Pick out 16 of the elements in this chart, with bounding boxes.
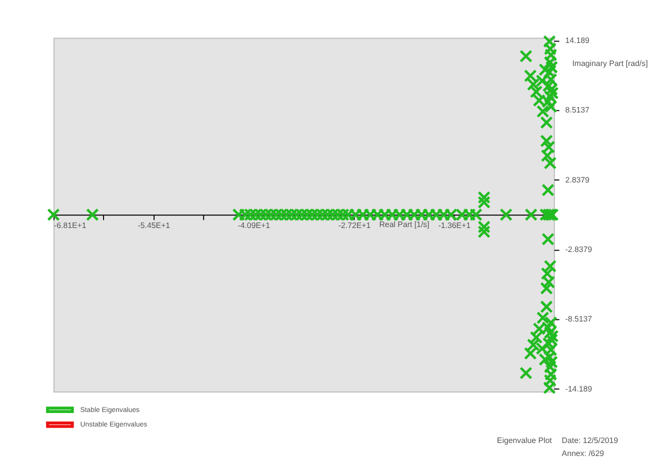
x-tick-label: -1.36E+1 xyxy=(438,221,472,230)
y-tick-label: -8.5137 xyxy=(565,314,592,324)
text: Eigenvalue Plot xyxy=(496,436,553,446)
y-tick-label: -14.189 xyxy=(565,384,593,394)
y-axis-title: Imaginary Part [rad/s] xyxy=(572,59,648,68)
text: Date: 12/5/2019 xyxy=(562,436,619,446)
x-tick-label: -4.09E+1 xyxy=(238,221,271,230)
x-tick-label: -5.45E+1 xyxy=(138,221,171,230)
x-axis-title: Real Part [1/s] xyxy=(379,220,430,230)
y-tick-label: 14.189 xyxy=(565,36,590,45)
text: Annex: /629 xyxy=(562,448,605,458)
y-tick-label: 2.8379 xyxy=(565,175,590,184)
x-tick-label: -2.72E+1 xyxy=(338,221,372,230)
x-tick-label: -6.81E+1 xyxy=(54,221,87,230)
y-tick-label: 8.5137 xyxy=(565,106,590,115)
y-tick-label: -2.8379 xyxy=(565,244,593,254)
